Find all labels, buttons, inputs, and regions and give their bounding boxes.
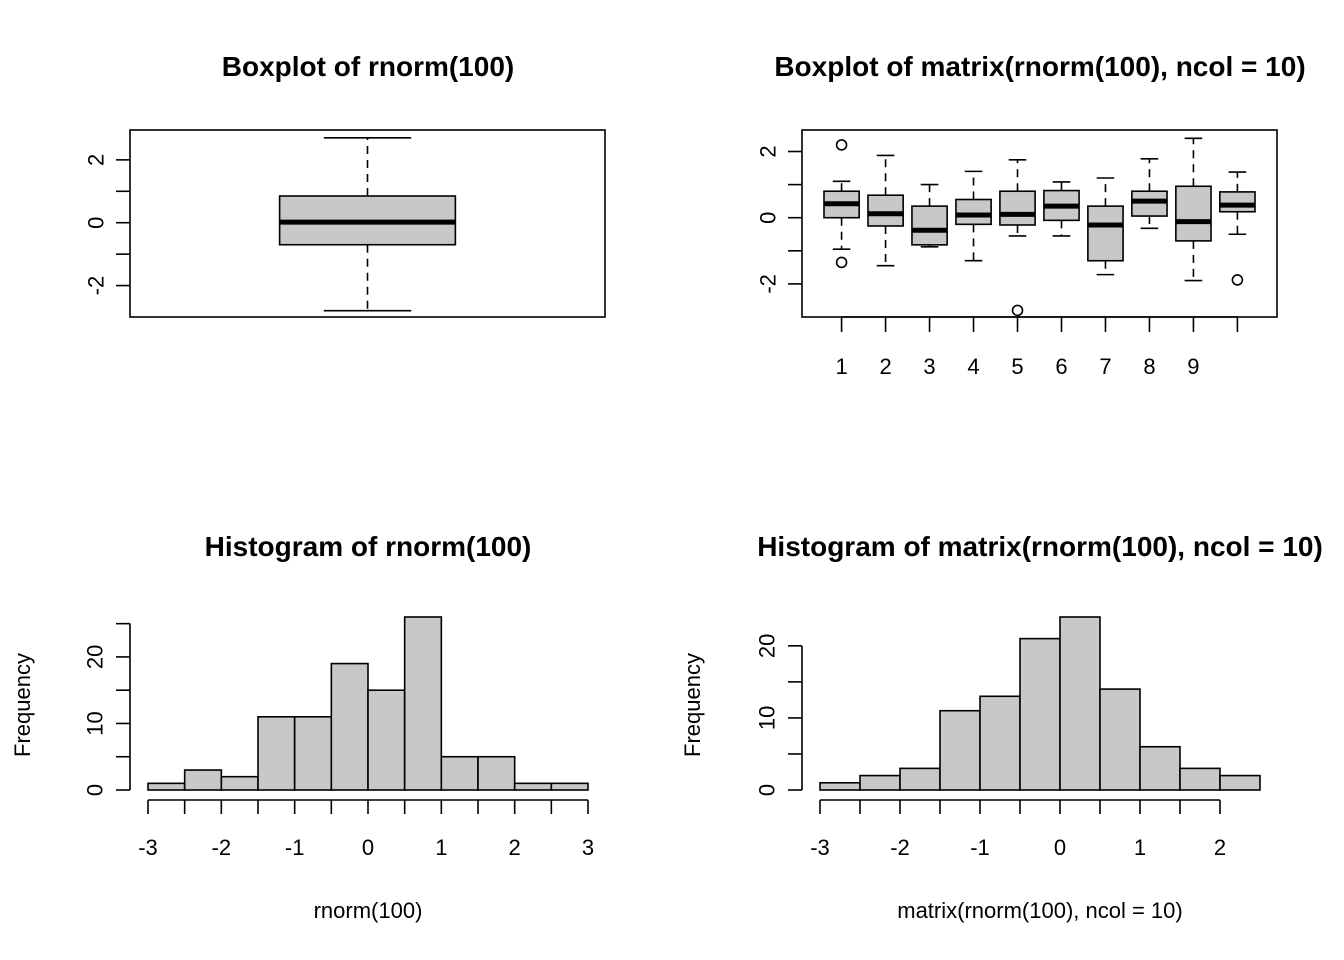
x-tick-label: 1 xyxy=(435,835,447,860)
x-tick-label: 7 xyxy=(1099,354,1111,379)
box-9 xyxy=(1175,137,1212,282)
x-tick-label: 3 xyxy=(582,835,594,860)
box-iqr xyxy=(1219,191,1256,213)
y-tick-label: 2 xyxy=(84,154,109,166)
x-tick-label: 0 xyxy=(1054,835,1066,860)
histogram-bar xyxy=(367,689,406,791)
histogram-bar xyxy=(939,709,981,791)
histogram-bar xyxy=(819,781,861,791)
histogram-bar xyxy=(293,716,333,791)
box-1 xyxy=(278,137,457,312)
box-5 xyxy=(999,158,1036,317)
x-tick-label: 8 xyxy=(1143,354,1155,379)
y-tick-label: 20 xyxy=(755,634,780,658)
histogram-bar xyxy=(550,782,589,791)
histogram-bar xyxy=(440,755,479,791)
y-tick-label: 0 xyxy=(84,217,109,229)
y-tick-label: 0 xyxy=(756,212,781,224)
box-4 xyxy=(955,170,992,262)
histogram-bar xyxy=(147,782,186,791)
outlier-point xyxy=(835,139,848,151)
x-tick-label: 0 xyxy=(362,835,374,860)
panel-boxplot-matrix: Boxplot of matrix(rnorm(100), ncol = 10)… xyxy=(756,51,1306,379)
box-8 xyxy=(1131,157,1168,230)
box-iqr xyxy=(911,205,948,246)
histogram-bar xyxy=(859,774,901,791)
histogram-bar xyxy=(979,695,1021,791)
histogram-bar xyxy=(899,767,941,791)
x-tick-label: 3 xyxy=(923,354,935,379)
histogram-bar xyxy=(1139,745,1181,791)
box-iqr xyxy=(955,198,992,226)
box-7 xyxy=(1087,177,1124,276)
x-tick-label: 2 xyxy=(509,835,521,860)
y-tick-label: -2 xyxy=(84,276,109,296)
panel-boxplot-rnorm: Boxplot of rnorm(100) -2 0 2 xyxy=(84,51,606,318)
y-tick-label: 0 xyxy=(755,784,780,796)
histogram-bar xyxy=(1019,637,1061,791)
panel-histogram-rnorm: Histogram of rnorm(100) rnorm(100) Frequ… xyxy=(10,531,594,923)
box-10 xyxy=(1219,171,1256,286)
histogram-bar xyxy=(183,769,223,791)
box-1 xyxy=(823,139,860,269)
x-tick-label: 6 xyxy=(1055,354,1067,379)
histogram-bar xyxy=(1099,688,1141,791)
box-iqr xyxy=(999,190,1036,226)
histogram-bar xyxy=(477,755,516,791)
y-axis-label: Frequency xyxy=(10,653,35,757)
box-3 xyxy=(911,183,948,248)
y-tick-label: 20 xyxy=(83,645,108,669)
histogram-bar xyxy=(1219,774,1261,791)
histogram-bar xyxy=(1059,616,1101,791)
y-tick-label: 10 xyxy=(755,706,780,730)
box-2 xyxy=(867,154,904,267)
y-tick-label: 2 xyxy=(756,145,781,157)
x-axis-label: matrix(rnorm(100), ncol = 10) xyxy=(897,898,1182,923)
histogram-bar xyxy=(220,775,259,791)
outlier-point xyxy=(1011,304,1024,317)
x-tick-label: 1 xyxy=(1134,835,1146,860)
x-tick-label: -2 xyxy=(890,835,910,860)
chart-title: Histogram of rnorm(100) xyxy=(205,531,532,562)
y-tick-label: 10 xyxy=(83,711,108,735)
y-axis-label: Frequency xyxy=(680,653,705,757)
panel-histogram-matrix: Histogram of matrix(rnorm(100), ncol = 1… xyxy=(680,531,1323,923)
x-tick-label: 4 xyxy=(967,354,979,379)
x-tick-label: 5 xyxy=(1011,354,1023,379)
histogram-bar xyxy=(403,616,443,791)
chart-title: Histogram of matrix(rnorm(100), ncol = 1… xyxy=(757,531,1323,562)
x-tick-label: 9 xyxy=(1187,354,1199,379)
y-tick-label: 0 xyxy=(83,784,108,796)
x-tick-label: -1 xyxy=(285,835,305,860)
outlier-point xyxy=(1231,274,1244,286)
x-tick-label: -2 xyxy=(212,835,232,860)
outlier-point xyxy=(835,256,848,269)
histogram-bar xyxy=(330,662,369,791)
histogram-bar xyxy=(1179,767,1221,791)
box-iqr xyxy=(1087,205,1124,262)
histogram-bar xyxy=(257,716,296,791)
box-iqr xyxy=(867,194,904,227)
x-axis-label: rnorm(100) xyxy=(314,898,423,923)
x-tick-label: -3 xyxy=(810,835,830,860)
x-tick-label: 1 xyxy=(835,354,847,379)
x-tick-label: 2 xyxy=(879,354,891,379)
x-tick-label: -3 xyxy=(138,835,158,860)
x-tick-label: 2 xyxy=(1214,835,1226,860)
histogram-bar xyxy=(513,782,553,791)
chart-title: Boxplot of matrix(rnorm(100), ncol = 10) xyxy=(774,51,1305,82)
y-tick-label: -2 xyxy=(756,274,781,294)
chart-title: Boxplot of rnorm(100) xyxy=(222,51,514,82)
box-6 xyxy=(1043,181,1080,237)
box-iqr xyxy=(1175,185,1212,242)
x-tick-label: -1 xyxy=(970,835,990,860)
